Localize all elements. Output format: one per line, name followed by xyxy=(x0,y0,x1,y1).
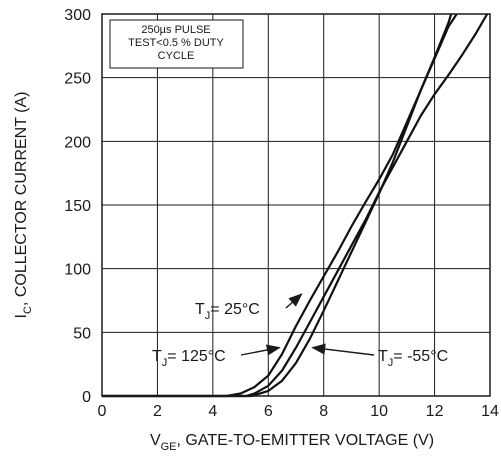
note-box-frame xyxy=(109,19,244,69)
series-label-2: TJ= -55°C xyxy=(378,348,448,369)
series-label-sub: J xyxy=(205,310,211,322)
x-tick-label: 4 xyxy=(208,403,217,420)
y-tick-label: 250 xyxy=(64,71,91,88)
x-tick-label: 6 xyxy=(264,403,273,420)
series-label-arrow xyxy=(240,344,281,356)
series-label-arrow xyxy=(285,293,303,309)
series-label-0: TJ= 25°C xyxy=(195,301,260,322)
x-tick-label: 8 xyxy=(319,403,328,420)
x-axis-label-main: V xyxy=(150,432,161,449)
series-label-rest: = 25°C xyxy=(210,301,260,318)
series-label-main: T xyxy=(195,301,205,318)
y-axis-label-rest: , COLLECTOR CURRENT (A) xyxy=(13,92,30,307)
x-tick-label: 10 xyxy=(370,403,388,420)
series-label-sub: J xyxy=(162,357,168,369)
note-line: TEST<0.5 % DUTY xyxy=(128,37,224,49)
y-tick-label: 0 xyxy=(82,389,91,406)
series-label-rest: = -55°C xyxy=(393,348,448,365)
series-label-rest: = 125°C xyxy=(167,348,225,365)
note-line: CYCLE xyxy=(158,50,195,62)
grid xyxy=(102,14,490,396)
series-line-2 xyxy=(102,13,453,398)
series-annotations: TJ= 25°CTJ= 125°C TJ= -55°C xyxy=(152,293,448,369)
series-label-main: T xyxy=(378,348,388,365)
x-axis-label-sub: GE xyxy=(161,441,177,453)
series-label-1: TJ= 125°C xyxy=(152,348,226,369)
x-tick-label: 2 xyxy=(153,403,162,420)
y-tick-labels: 0 50 100 150 200 250 300 xyxy=(64,7,91,406)
series-label-arrow xyxy=(311,343,375,356)
x-tick-label: 14 xyxy=(481,403,499,420)
y-tick-label: 50 xyxy=(73,325,91,342)
x-tick-label: 0 xyxy=(98,403,107,420)
plot-frame xyxy=(101,13,491,397)
series-label-sub: J xyxy=(388,357,394,369)
y-axis-label-sub: C xyxy=(22,306,34,314)
x-tick-label: 12 xyxy=(426,403,444,420)
series-layer xyxy=(102,13,489,398)
y-tick-label: 300 xyxy=(64,7,91,24)
y-tick-label: 200 xyxy=(64,134,91,151)
x-tick-labels: 0 2 4 6 8 10 12 14 xyxy=(98,403,499,420)
y-tick-label: 150 xyxy=(64,198,91,215)
x-axis-label-rest: , GATE-TO-EMITTER VOLTAGE (V) xyxy=(177,432,435,449)
y-axis-label-main: I xyxy=(13,314,30,318)
note-line: 250µs PULSE xyxy=(141,24,210,36)
x-axis-label: VGE, GATE-TO-EMITTER VOLTAGE (V) xyxy=(150,432,434,453)
series-line-1 xyxy=(102,13,489,398)
y-axis-label: IC, COLLECTOR CURRENT (A) xyxy=(13,92,34,319)
y-tick-label: 100 xyxy=(64,262,91,279)
series-label-main: T xyxy=(152,348,162,365)
